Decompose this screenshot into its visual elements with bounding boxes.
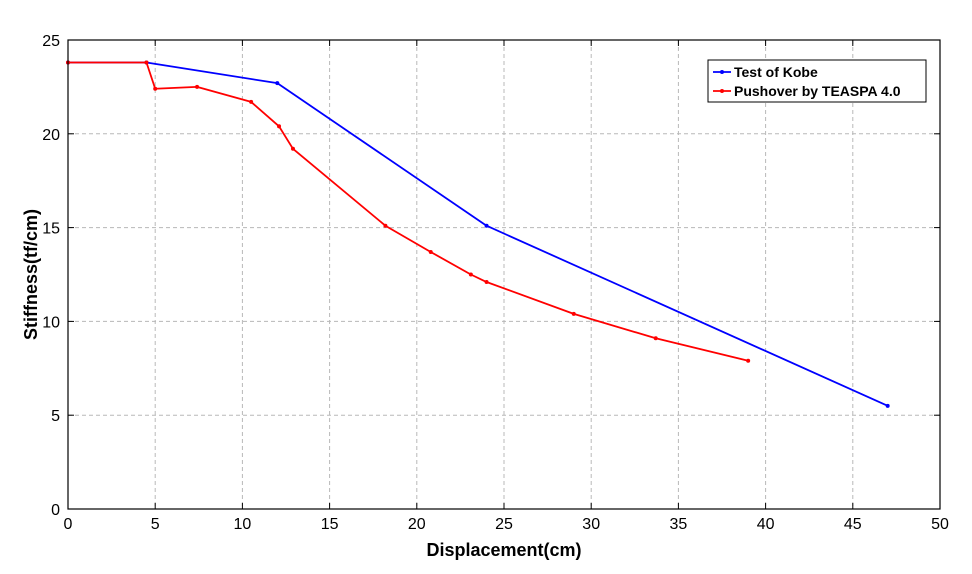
legend-label-test-of-kobe: Test of Kobe <box>734 64 818 80</box>
x-tick-label: 5 <box>151 516 160 533</box>
data-point-pushover-by-teaspa-4-0 <box>746 358 751 363</box>
x-tick-label: 50 <box>931 516 949 533</box>
x-tick-label: 45 <box>844 516 862 533</box>
x-tick-label: 20 <box>408 516 426 533</box>
data-point-test-of-kobe <box>275 81 280 86</box>
legend-marker-test-of-kobe <box>720 70 724 74</box>
x-axis-label: Displacement(cm) <box>426 540 581 560</box>
data-point-pushover-by-teaspa-4-0 <box>277 124 282 129</box>
x-tick-label: 30 <box>582 516 600 533</box>
x-tick-label: 25 <box>495 516 513 533</box>
y-tick-label: 20 <box>42 127 60 144</box>
data-point-test-of-kobe <box>484 223 489 228</box>
x-tick-label: 10 <box>234 516 252 533</box>
series-layer <box>66 60 890 408</box>
x-tick-label: 35 <box>670 516 688 533</box>
data-point-pushover-by-teaspa-4-0 <box>249 99 254 104</box>
legend-label-pushover-by-teaspa-4-0: Pushover by TEASPA 4.0 <box>734 83 901 99</box>
data-point-pushover-by-teaspa-4-0 <box>383 223 388 228</box>
legend-box <box>707 59 927 103</box>
tick-layer: 0 5 10 15 20 25 30 35 40 45 50 0 5 10 15 20 25 <box>42 33 949 533</box>
data-point-pushover-by-teaspa-4-0 <box>653 336 658 341</box>
y-tick-label: 10 <box>42 314 60 331</box>
data-point-pushover-by-teaspa-4-0 <box>153 86 158 91</box>
x-tick-label: 15 <box>321 516 339 533</box>
x-tick-label: 40 <box>757 516 775 533</box>
data-point-pushover-by-teaspa-4-0 <box>290 146 295 151</box>
y-tick-label: 15 <box>42 221 60 238</box>
data-point-test-of-kobe <box>885 403 890 408</box>
data-point-pushover-by-teaspa-4-0 <box>195 84 200 89</box>
y-axis-label: Stiffness(tf/cm) <box>21 209 41 340</box>
y-tick-label: 25 <box>42 33 60 50</box>
y-tick-label: 0 <box>51 502 60 519</box>
x-tick-label: 0 <box>64 516 73 533</box>
data-point-pushover-by-teaspa-4-0 <box>571 311 576 316</box>
data-point-pushover-by-teaspa-4-0 <box>428 249 433 254</box>
y-tick-label: 5 <box>51 408 60 425</box>
legend-marker-pushover-by-teaspa-4-0 <box>720 89 724 93</box>
series-line-pushover-by-teaspa-4-0 <box>68 61 749 362</box>
data-point-pushover-by-teaspa-4-0 <box>468 272 473 277</box>
data-point-pushover-by-teaspa-4-0 <box>484 280 489 285</box>
data-point-pushover-by-teaspa-4-0 <box>144 60 149 65</box>
legend: Test of Kobe Pushover by TEASPA 4.0 <box>707 59 927 103</box>
